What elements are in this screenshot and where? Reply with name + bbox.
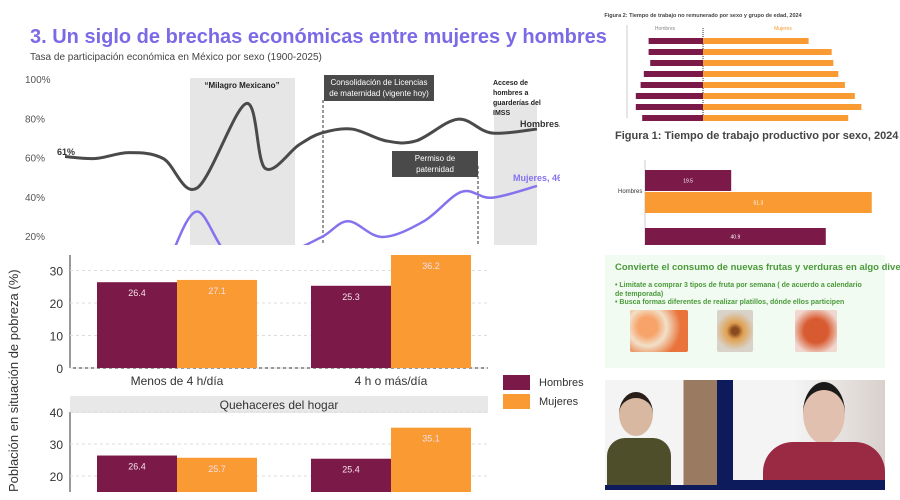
participant-shirt bbox=[607, 438, 671, 485]
y-tick: 30 bbox=[50, 265, 64, 279]
fig1-bar-label: 51.3 bbox=[754, 201, 764, 207]
fig1-bar bbox=[645, 170, 732, 191]
pyramid-bar-hombres bbox=[635, 104, 703, 110]
bar-mujeres bbox=[391, 427, 471, 492]
y-tick: 60% bbox=[25, 154, 45, 165]
slide-bullet: • Busca formas diferentes de realizar pl… bbox=[615, 299, 845, 306]
line-chart: 100% 80% 60% 40% 20% 61% Hombres, 75% Mujere… bbox=[25, 75, 560, 245]
y-tick: 40 bbox=[50, 406, 64, 420]
bullet-text: Busca formas diferentes de realizar plat… bbox=[619, 299, 845, 306]
participant-shirt bbox=[763, 442, 885, 480]
start-label: 61% bbox=[57, 147, 75, 157]
fig1-category: Hombres bbox=[618, 189, 642, 195]
participant-video-2[interactable] bbox=[733, 380, 885, 480]
participant-video-1[interactable] bbox=[605, 380, 717, 485]
bullet-text: Limitate a comprar 3 tipos de fruta por … bbox=[615, 282, 862, 298]
fig1-bar-label: 19.5 bbox=[683, 179, 693, 185]
pyramid-bar-mujeres bbox=[703, 93, 855, 99]
y-tick: 30 bbox=[50, 438, 64, 452]
strip-label: Quehaceres del hogar bbox=[220, 398, 339, 412]
y-tick: 80% bbox=[25, 114, 45, 125]
y-tick: 20 bbox=[50, 297, 64, 311]
right-charts: Figura 2: Tiempo de trabajo no remunerad… bbox=[604, 13, 899, 245]
y-tick: 20% bbox=[25, 232, 45, 243]
fruit-dish-image bbox=[795, 310, 837, 352]
shaded-imss bbox=[494, 103, 537, 245]
chart-subtitle: Tasa de participación económica en Méxic… bbox=[30, 52, 322, 63]
legend-hombres: Hombres bbox=[539, 377, 584, 389]
legend-swatch-mujeres bbox=[503, 394, 530, 409]
y-tick: 20 bbox=[50, 470, 64, 484]
bar-mujeres bbox=[177, 279, 257, 368]
bar-ylabel: Población en situación de pobreza (%) bbox=[6, 269, 21, 492]
participant-face bbox=[803, 382, 845, 444]
slide-bullet: • Limitate a comprar 3 tipos de fruta po… bbox=[615, 282, 862, 298]
milagro-label: “Milagro Mexicano” bbox=[204, 81, 279, 90]
y-tick: 0 bbox=[56, 362, 63, 376]
bar-value-label: 25.4 bbox=[342, 465, 360, 475]
fruit-skewers-image bbox=[630, 310, 688, 352]
bar-hombres bbox=[311, 285, 391, 368]
fig1-bar bbox=[645, 192, 872, 213]
pyramid-bar-mujeres bbox=[703, 38, 809, 44]
hombres-line bbox=[64, 102, 538, 191]
pyramid-bar-mujeres bbox=[703, 82, 845, 88]
hombres-end-label: Hombres, 75% bbox=[520, 119, 560, 129]
bar-value-label: 25.7 bbox=[208, 464, 226, 474]
fig1-title: Figura 1: Tiempo de trabajo productivo p… bbox=[615, 130, 899, 142]
legend-swatch-hombres bbox=[503, 375, 530, 390]
pyramid-bar-mujeres bbox=[703, 104, 862, 110]
licencias-callout: Consolidación de Licencias de maternidad… bbox=[324, 75, 434, 101]
bar-chart: Población en situación de pobreza (%) Qu… bbox=[6, 255, 584, 492]
bar-value-label: 26.4 bbox=[128, 462, 146, 472]
pyramid-bar-hombres bbox=[650, 60, 703, 66]
pyramid-bar-hombres bbox=[648, 38, 703, 44]
pyramid-legend-hombres: Hombres bbox=[655, 26, 676, 32]
bar-value-label: 26.4 bbox=[128, 288, 146, 298]
strip bbox=[70, 396, 488, 413]
bar-hombres bbox=[97, 455, 177, 492]
pyramid-bar-hombres bbox=[642, 115, 703, 121]
bar-hombres bbox=[311, 458, 391, 492]
pyramid-title: Figura 2: Tiempo de trabajo no remunerad… bbox=[604, 13, 802, 19]
pyramid-bar-hombres bbox=[648, 49, 703, 55]
pyramid-bar-hombres bbox=[635, 93, 703, 99]
mujeres-end-label: Mujeres, 46% bbox=[513, 173, 560, 183]
pyramid-bar-mujeres bbox=[703, 49, 832, 55]
bar-value-label: 35.1 bbox=[422, 434, 440, 444]
bar-mujeres bbox=[177, 457, 257, 492]
pyramid-bar-hombres bbox=[643, 71, 703, 77]
pyramid-bar-mujeres bbox=[703, 71, 839, 77]
pyramid-bar-mujeres bbox=[703, 115, 849, 121]
bar-value-label: 27.1 bbox=[208, 286, 226, 296]
pyramid-legend-mujeres: Mujeres bbox=[774, 26, 792, 32]
fruit-cake-image bbox=[717, 310, 753, 352]
y-tick: 10 bbox=[50, 330, 64, 344]
bar-mujeres bbox=[391, 255, 471, 368]
bar-hombres bbox=[97, 282, 177, 368]
category-label: Menos de 4 h/día bbox=[131, 374, 224, 388]
bar-value-label: 36.2 bbox=[422, 261, 440, 271]
imss-label: Acceso de hombres a guarderías del IMSS bbox=[493, 80, 541, 117]
nutrition-slide: Convierte el consumo de nuevas frutas y … bbox=[605, 255, 900, 368]
bar-value-label: 25.3 bbox=[342, 292, 360, 302]
page-title: 3. Un siglo de brechas económicas entre … bbox=[30, 26, 607, 48]
paternidad-callout: Permiso de paternidad bbox=[392, 151, 478, 177]
y-tick: 40% bbox=[25, 193, 45, 204]
fig1-bar bbox=[645, 228, 826, 245]
fig1-bar-label: 40.9 bbox=[731, 235, 741, 241]
slide-title: Convierte el consumo de nuevas frutas y … bbox=[615, 262, 900, 273]
y-tick: 100% bbox=[25, 75, 51, 86]
legend-mujeres: Mujeres bbox=[539, 396, 579, 408]
participant-face bbox=[619, 392, 653, 436]
category-label: 4 h o más/día bbox=[355, 374, 428, 388]
pyramid-bar-hombres bbox=[640, 82, 703, 88]
mujeres-line bbox=[174, 184, 538, 245]
pyramid-bar-mujeres bbox=[703, 60, 834, 66]
